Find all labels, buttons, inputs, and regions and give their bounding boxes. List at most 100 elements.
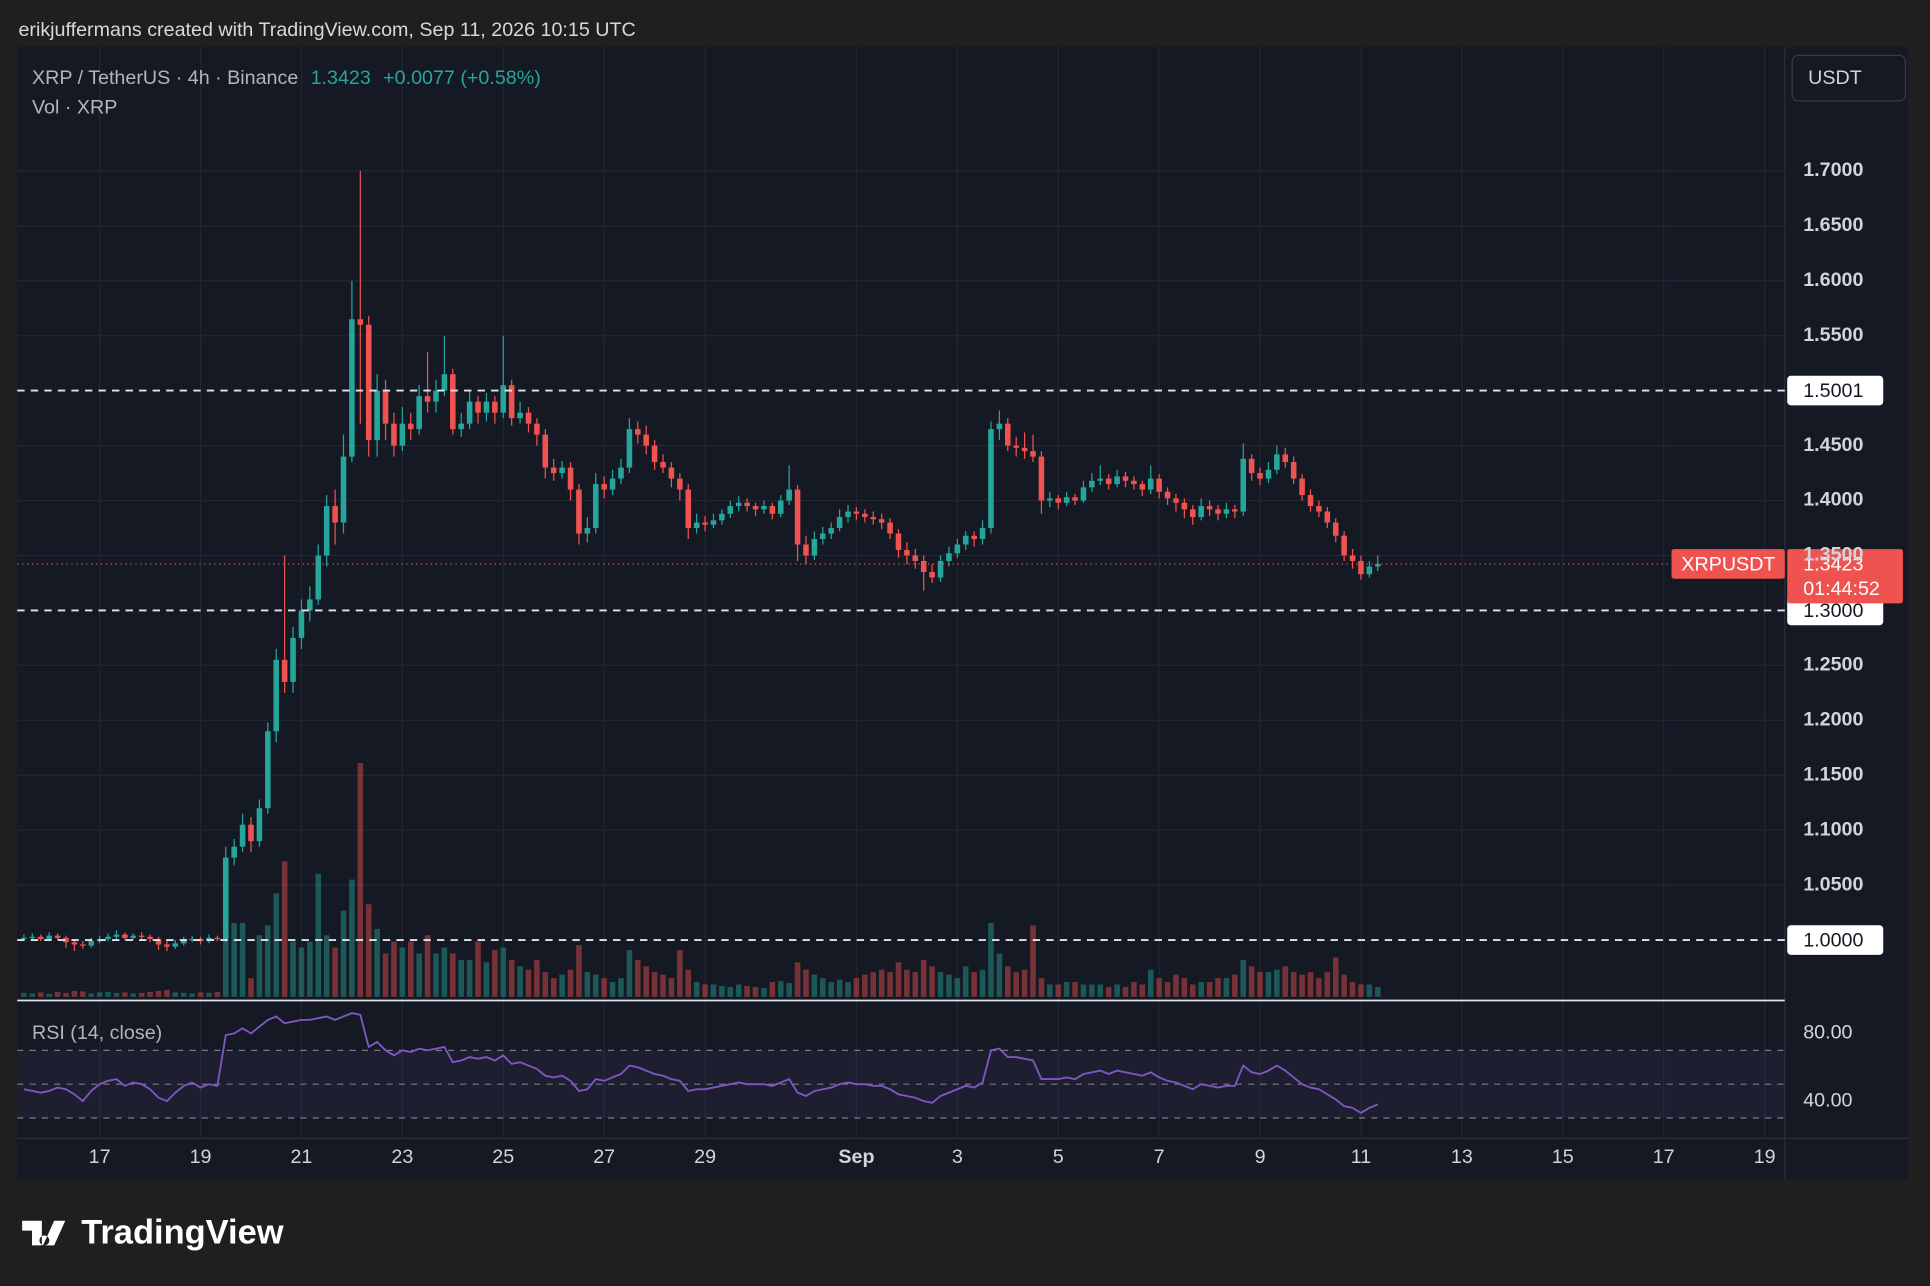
candle-body [870,517,877,520]
rsi-label: RSI (14, close) [32,1022,162,1044]
volume-bar [584,972,591,997]
volume-bar [323,935,330,997]
candle-body [349,319,355,457]
volume-bar [416,953,422,997]
volume-bar [1005,966,1011,997]
candle-body [1299,478,1305,496]
logo-icon [22,1220,66,1246]
y-tick-label: 1.7000 [1803,159,1863,181]
volume-bar [441,947,448,997]
y-tick-label: 1.1000 [1803,818,1863,840]
volume-bar [273,893,279,997]
candle-body [618,467,624,479]
volume-bar [307,941,313,997]
candle-body [786,489,792,501]
level-label: 1.0000 [1803,929,1863,951]
rsi-line [23,1012,1379,1115]
candle-body [1265,469,1272,479]
volume-bar [500,947,507,997]
y-tick-label: 1.2500 [1803,654,1863,676]
volume-bar [164,989,170,997]
volume-bar [492,950,498,997]
candle-body [1147,478,1154,490]
volume-bar [1139,984,1146,997]
volume-bar [601,978,607,997]
candle-body [1030,451,1036,457]
volume-bar [677,950,683,997]
volume-bar [475,941,481,997]
volume-bar [693,982,700,997]
candle-body [475,401,481,413]
candle-body [592,484,599,529]
grid [17,46,1785,1139]
volume-bar [954,978,961,997]
candle-body [761,506,767,510]
candle-body [719,513,725,521]
level-label: 1.3000 [1803,600,1863,622]
currency[interactable]: USDT [1808,67,1862,89]
currency-button[interactable] [1791,54,1906,102]
candle-body [1055,498,1062,503]
candle-body [920,560,927,572]
candle-body [517,412,523,419]
candle-body [988,429,994,529]
candle-body [1173,498,1179,503]
candle-body [290,637,296,682]
candle-body [122,934,128,938]
last-price-box [1787,549,1903,604]
rsi-tick-label: 80.00 [1803,1022,1852,1044]
volume-bar [660,974,666,997]
candle-body [1232,509,1238,512]
x-tick-label: 17 [89,1146,111,1168]
volume-bar [862,974,868,997]
volume-bar [433,953,439,997]
candle-body [433,390,439,402]
y-tick-label: 1.6500 [1803,214,1863,236]
candle-body [668,467,675,479]
candle-body [550,467,557,474]
rsi-tick-label: 40.00 [1803,1089,1852,1111]
volume-bar [340,910,347,997]
volume-bar [542,972,549,997]
candle-body [525,412,532,424]
candle-body [374,390,380,441]
volume-bar [248,978,254,997]
volume-bar [1265,972,1272,997]
x-tick-label: 15 [1552,1146,1574,1168]
volume-bar [189,993,195,997]
volume-bar [1198,982,1204,997]
candle-body [735,502,742,507]
x-tick-label: 9 [1255,1146,1266,1168]
candle-body [1198,506,1204,518]
volume-bar [853,978,860,997]
candle-body [567,467,574,490]
candle-body [399,423,406,446]
volume-bar [735,984,742,997]
volume-bar [206,992,212,997]
candle-body [492,401,498,413]
candle-body [382,390,389,424]
y-tick-label: 1.0500 [1803,873,1863,895]
volume-bar [239,922,246,997]
volume-bar [1274,969,1280,997]
x-tick-label: 25 [492,1146,514,1168]
volume-bar [567,969,574,997]
candle-body [416,396,422,430]
volume-bar [1122,986,1129,997]
volume-bar [1164,982,1171,997]
candle-body [895,533,902,551]
candle-body [828,528,834,534]
attribution: erikjuffermans created with TradingView.… [18,19,635,41]
candle-body [164,944,170,947]
candle-body [483,401,490,413]
volume-bar [407,941,414,997]
candle-body [29,936,36,938]
candle-body [357,319,364,325]
volume-bar [878,969,885,997]
volume-bar [1105,986,1112,997]
volume-bar [1173,974,1179,997]
candle-body [155,938,162,945]
volume-bar [550,978,557,997]
volume-bar [1282,966,1289,997]
candle-body [1366,566,1373,575]
